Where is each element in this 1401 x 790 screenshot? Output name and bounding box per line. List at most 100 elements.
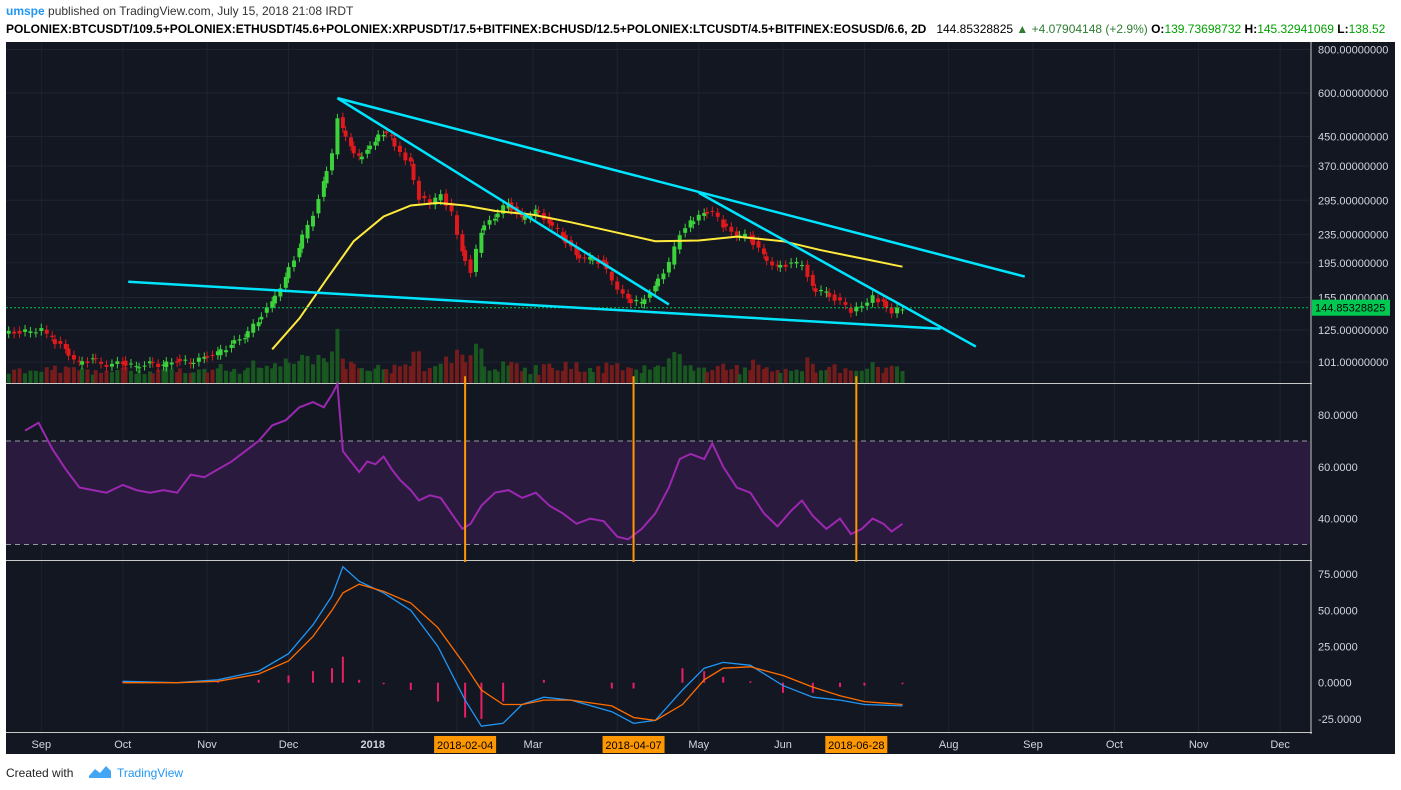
volume-bar — [243, 370, 248, 383]
candle-body — [229, 344, 234, 348]
volume-bar — [376, 364, 381, 383]
change-arrow-icon: ▲ — [1016, 22, 1029, 36]
tradingview-logo-icon[interactable] — [88, 764, 112, 780]
candle-body — [109, 363, 114, 367]
candle-body — [66, 348, 71, 356]
volume-bar — [77, 370, 82, 383]
candle-body — [615, 281, 620, 290]
volume-bar — [683, 365, 688, 383]
candle-body — [729, 226, 734, 232]
candle-body — [52, 339, 57, 345]
volume-bar — [44, 367, 49, 383]
candle-body — [427, 199, 432, 205]
candle-body — [620, 289, 625, 294]
candle-body — [272, 295, 277, 304]
volume-bar — [368, 371, 373, 383]
price-change: +4.07904148 (+2.9%) — [1031, 22, 1148, 36]
candle-body — [71, 355, 76, 360]
candle-body — [495, 213, 500, 218]
volume-bar — [245, 367, 250, 383]
volume-bar — [661, 366, 666, 383]
trend-line[interactable] — [336, 97, 670, 306]
created-with-text: Created with — [6, 766, 74, 780]
volume-bar — [688, 365, 693, 383]
candle-body — [85, 361, 90, 363]
volume-bar — [283, 358, 288, 383]
tradingview-link[interactable]: TradingView — [117, 766, 184, 780]
date-markers — [464, 376, 858, 562]
volume-bar — [392, 364, 397, 383]
volume-bar — [723, 370, 728, 383]
candle-body — [63, 343, 68, 349]
volume-bar — [202, 368, 207, 383]
trend-line[interactable] — [128, 280, 941, 331]
volume-bar — [742, 367, 747, 383]
candle-body — [90, 358, 95, 360]
volume-bar — [522, 367, 527, 383]
symbol-name[interactable]: POLONIEX:BTCUSDT/109.5+POLONIEX:ETHUSDT/… — [6, 22, 927, 36]
candle-body — [656, 278, 660, 287]
candle-body — [150, 361, 155, 364]
candle-body — [577, 254, 582, 259]
publisher-link[interactable]: umspe — [6, 4, 45, 18]
candle-body — [365, 149, 370, 154]
time-axis[interactable]: SepOctNovDec2018FebMarAprMayJunJulAugSep… — [6, 734, 1395, 754]
price-tick-label: 235.00000000 — [1318, 230, 1388, 242]
volume-bar — [789, 370, 794, 383]
volume-bar — [80, 368, 85, 383]
candle-body — [859, 306, 864, 308]
volume-bar — [365, 370, 370, 383]
candle-body — [560, 232, 565, 237]
time-tick-label: Sep — [32, 739, 52, 751]
volume-bar — [764, 367, 769, 383]
trend-line[interactable] — [337, 96, 1026, 278]
time-tick-label: Oct — [1106, 739, 1123, 751]
candle-body — [672, 246, 677, 265]
volume-bar — [569, 368, 574, 383]
candle-body — [50, 335, 55, 337]
volume-bar — [550, 367, 555, 383]
candle-body — [237, 339, 242, 341]
trend-line[interactable] — [698, 191, 977, 348]
volume-bar — [123, 366, 128, 383]
candle-body — [642, 299, 647, 305]
volume-bar — [895, 366, 900, 383]
candle-body — [756, 241, 761, 248]
time-tick-label: Nov — [1189, 739, 1209, 751]
candle-body — [12, 331, 17, 334]
chart-canvas[interactable]: 800.00000000 600.00000000 450.00000000 370.… — [6, 42, 1395, 754]
high-label: H: — [1244, 22, 1258, 36]
volume-bar — [843, 368, 848, 383]
volume-bar — [71, 367, 76, 383]
candle-body — [376, 134, 381, 142]
candle-body — [264, 307, 269, 313]
price-tick-label: 101.00000000 — [1318, 357, 1388, 369]
volume-bar — [17, 368, 22, 383]
candle-body — [99, 361, 104, 364]
candle-body — [384, 131, 389, 134]
volume-bar — [628, 368, 633, 383]
volume-bar — [109, 372, 114, 383]
volume-bar — [533, 365, 538, 383]
volume-bar — [715, 366, 720, 383]
candle-body — [810, 274, 815, 286]
price-axes[interactable]: 800.00000000 600.00000000 450.00000000 370.… — [1312, 42, 1395, 734]
volume-bar — [389, 373, 394, 383]
candle-body — [742, 233, 747, 237]
open-value: 139.73698732 — [1164, 22, 1242, 36]
candle-body — [721, 219, 726, 228]
volume-bar — [555, 370, 560, 383]
price-tick-label: 125.00000000 — [1318, 325, 1388, 337]
volume-bar — [134, 373, 139, 383]
trend-lines[interactable] — [128, 96, 1026, 348]
symbol-legend: POLONIEX:BTCUSDT/109.5+POLONIEX:ETHUSDT/… — [6, 22, 1399, 36]
candle-body — [536, 210, 541, 213]
candle-body — [463, 250, 468, 262]
volume-bar — [161, 369, 166, 383]
price-axis-background — [1312, 42, 1395, 734]
rsi-tick-label: 80.0000 — [1318, 410, 1358, 422]
candle-body — [411, 163, 416, 181]
candle-body — [647, 293, 652, 298]
volume-bar — [770, 371, 775, 383]
macd-tick-label: -25.0000 — [1318, 714, 1361, 726]
